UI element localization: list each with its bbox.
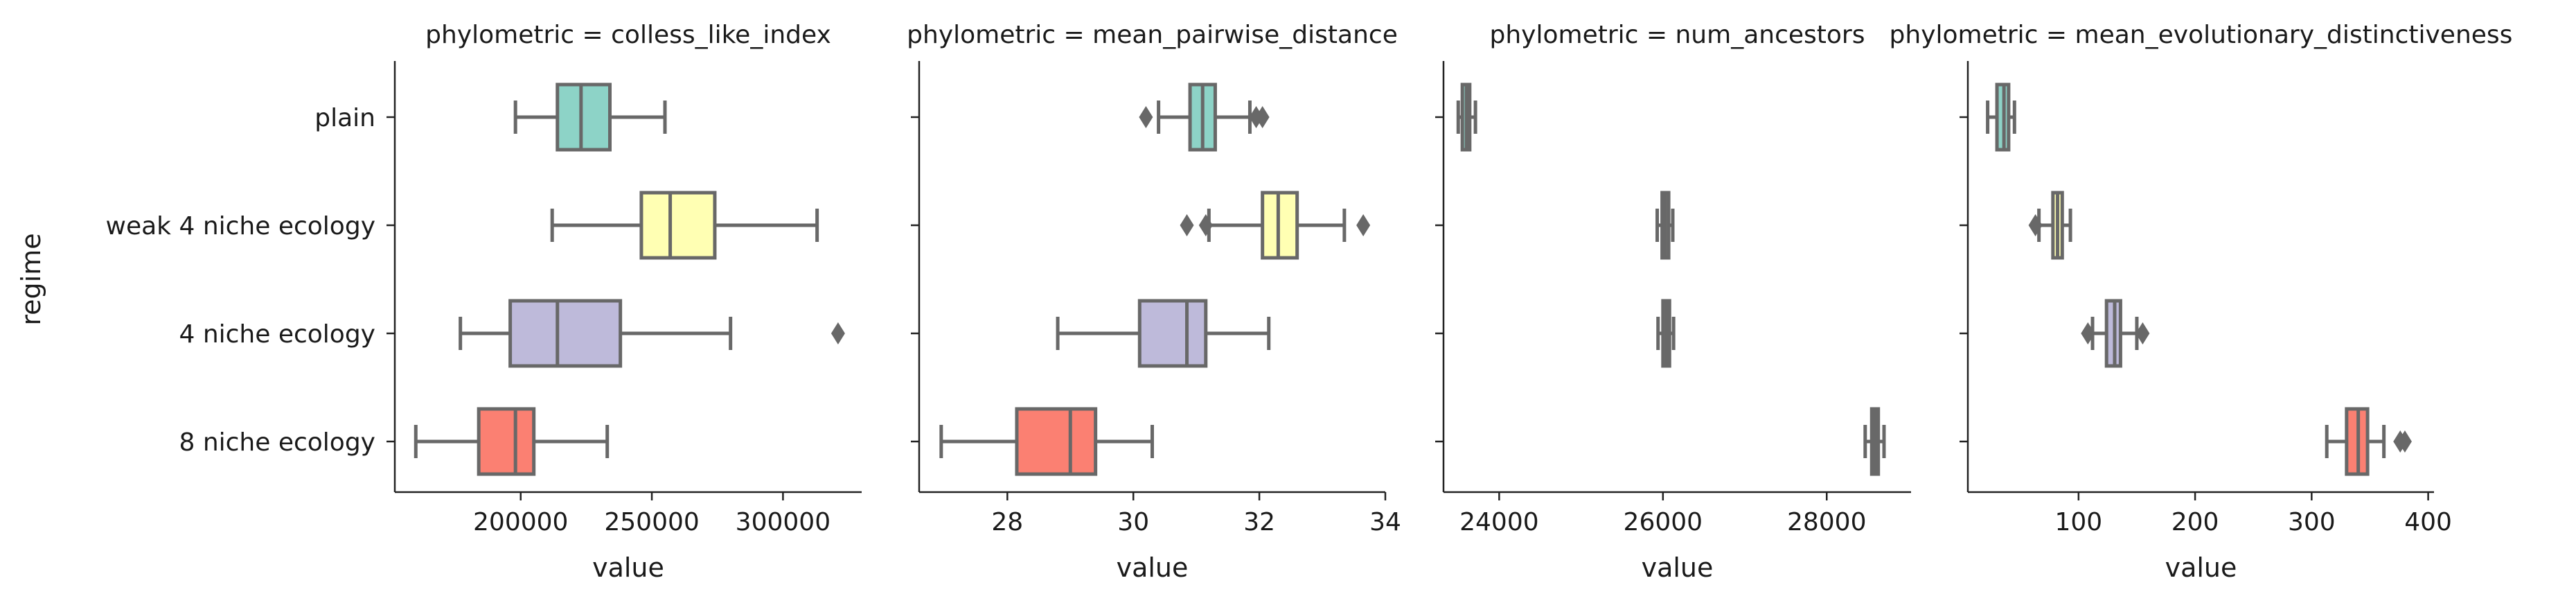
x-tick-label: 100 [2054,508,2102,536]
box-3 [2081,299,2150,368]
x-axis-label: value [2165,552,2237,583]
box-iqr [1137,299,1208,368]
box-2 [550,191,819,260]
x-tick-label: 300 [2288,508,2336,536]
outlier-point [1198,214,1213,236]
y-tick-label: 4 niche ecology [179,320,375,349]
outlier-point [1255,106,1270,128]
y-tick-label: weak 4 niche ecology [106,212,375,241]
box-iqr [556,82,612,152]
x-tick-label: 200000 [473,508,568,536]
box-iqr [477,407,536,476]
facet-panel-3: phylometric = num_ancestors 24000 26000 280… [1435,21,1911,583]
box-2 [2028,191,2072,260]
box-3 [1056,299,1271,368]
x-tick-label: 28 [991,508,1023,536]
outlier-point [1139,106,1153,128]
box-iqr [639,191,717,260]
y-tick-label: plain [314,104,375,132]
x-tick-label: 34 [1369,508,1401,536]
box-2 [1655,191,1675,260]
y-tick-label: 8 niche ecology [179,428,375,457]
outlier-point [2028,214,2043,236]
box-1 [1986,82,2016,152]
x-axis-label: value [1642,552,1714,583]
box-1 [513,82,667,152]
box-3 [459,299,845,368]
outlier-point [2135,322,2150,344]
facet-panel-2: phylometric = mean_pairwise_distance 28 30… [907,21,1401,583]
panel-title: phylometric = num_ancestors [1490,21,1865,49]
box-iqr [1015,407,1098,476]
panel-title: phylometric = mean_pairwise_distance [907,21,1398,49]
panel-title: phylometric = mean_evolutionary_distinct… [1890,21,2513,49]
panel-title: phylometric = colless_like_index [425,21,831,49]
x-tick-label: 28000 [1787,508,1867,536]
x-tick-label: 30 [1117,508,1149,536]
x-tick-label: 200 [2171,508,2219,536]
x-tick-label: 300000 [736,508,830,536]
x-tick-label: 32 [1243,508,1275,536]
x-tick-label: 26000 [1624,508,1703,536]
box-4 [1863,407,1886,476]
box-1 [1139,82,1270,152]
outlier-point [1180,214,1194,236]
box-4 [939,407,1154,476]
box-4 [2325,407,2412,476]
x-axis-label: value [592,552,664,583]
box-iqr [508,299,623,368]
outlier-point [1356,214,1371,236]
outlier-point [830,322,845,344]
facet-panel-4: phylometric = mean_evolutionary_distinct… [1890,21,2513,583]
box-1 [1456,82,1477,152]
x-tick-label: 250000 [604,508,699,536]
box-2 [1180,191,1371,260]
x-tick-label: 24000 [1459,508,1539,536]
box-3 [1656,299,1676,368]
outlier-point [2081,322,2095,344]
outlier-point [2397,430,2412,453]
box-4 [414,407,610,476]
x-axis-label: value [1117,552,1189,583]
x-tick-label: 400 [2404,508,2452,536]
y-axis-label: regime [16,233,46,325]
